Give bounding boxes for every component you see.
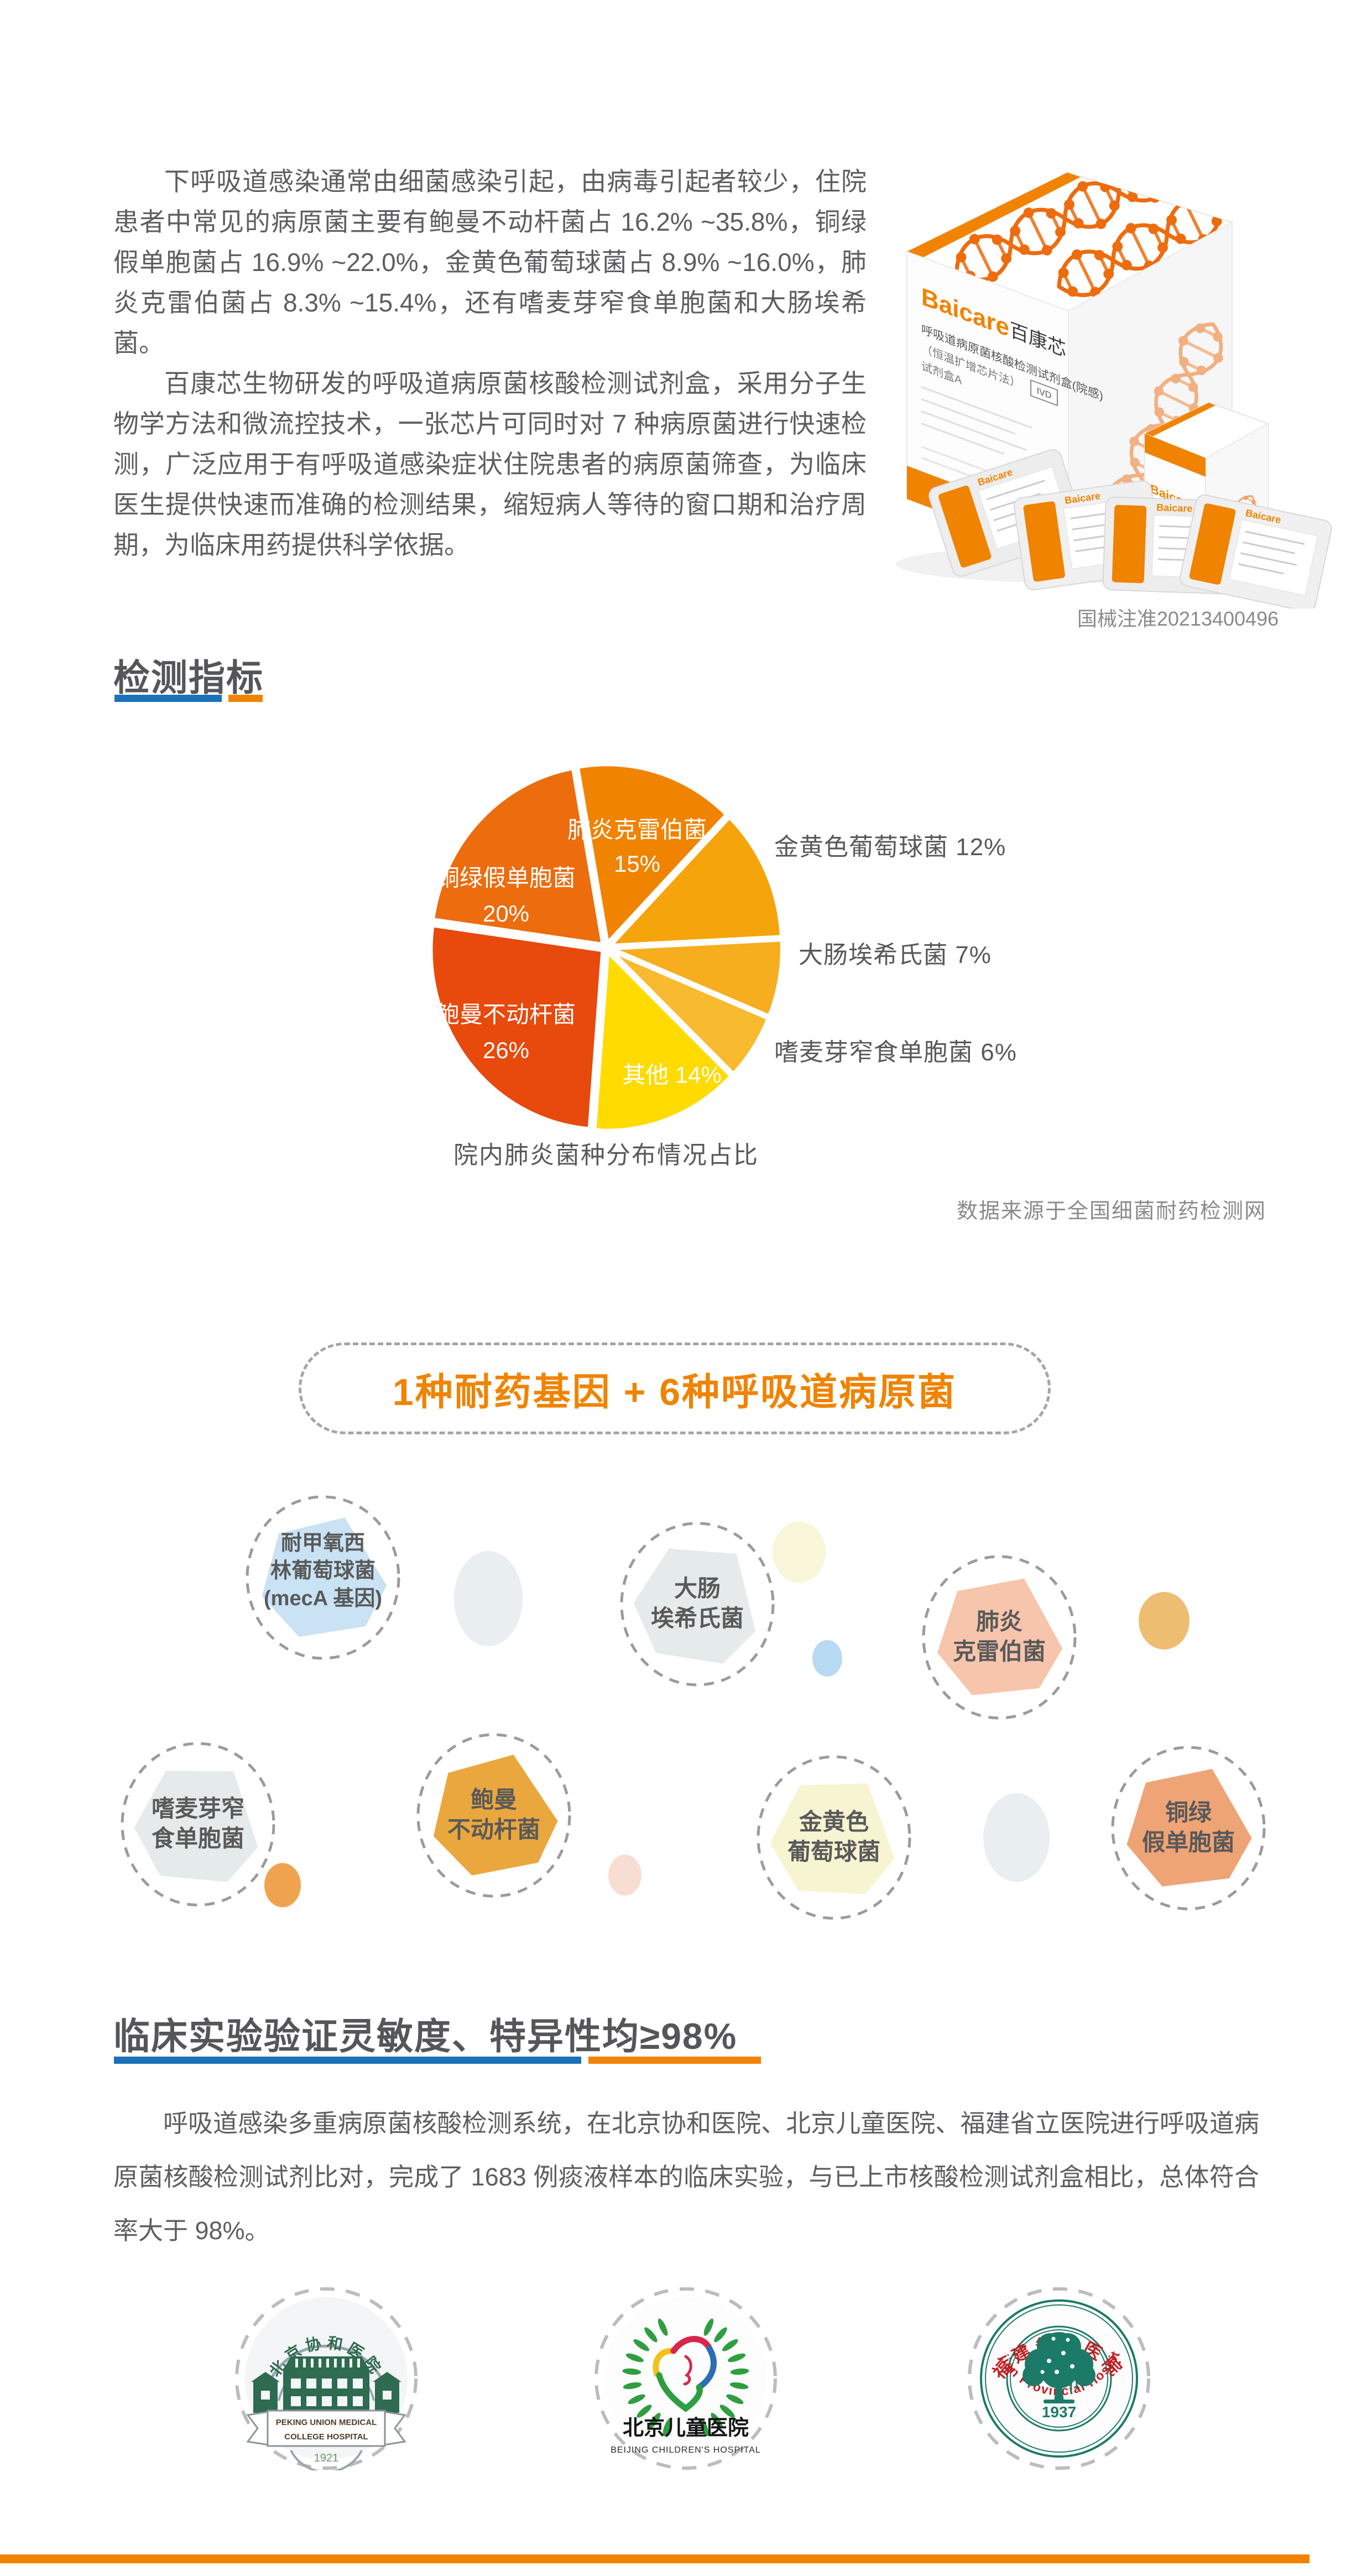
hex-label-line: 假单胞菌 bbox=[1142, 1829, 1235, 1855]
pie-label-1: 金黄色葡萄球菌 12% bbox=[774, 834, 1006, 861]
fph-year: 1937 bbox=[1042, 2403, 1076, 2421]
data-source-note: 数据来源于全国细菌耐药检测网 bbox=[956, 1200, 1266, 1223]
hex-shape bbox=[937, 1578, 1063, 1695]
pie-slice-4 bbox=[592, 949, 734, 1133]
pie-slice-0 bbox=[575, 762, 729, 946]
underline-blue-2 bbox=[114, 2057, 581, 2064]
pie-chart bbox=[428, 762, 785, 1133]
product-packshot: Baicare 百康芯 呼吸道病原菌核酸检测试剂盒(院感) （恒温扩增芯片法） … bbox=[896, 171, 1332, 608]
clinical-paragraph: 呼吸道感染多重病原菌核酸检测系统，在北京协和医院、北京儿童医院、福建省立医院进行… bbox=[113, 2109, 1259, 2245]
dashed-ellipse bbox=[922, 1555, 1077, 1720]
section-title-clinical: 临床实验验证灵敏度、特异性均≥98% bbox=[113, 2016, 738, 2057]
pie-label-4: 其他 14% bbox=[622, 1061, 722, 1088]
pie-slice-6 bbox=[430, 766, 606, 948]
hex-shape bbox=[262, 1517, 387, 1637]
dashed-ellipse bbox=[757, 1755, 911, 1920]
pathogen-hex-ecoli: 大肠埃希氏菌 bbox=[620, 1522, 775, 1687]
hex-label-line: 耐甲氧西 bbox=[281, 1532, 365, 1555]
pathogen-hex-smaltophilia: 嗜麦芽窄食单胞菌 bbox=[121, 1742, 275, 1907]
hex-label-line: 林葡萄球菌 bbox=[270, 1559, 375, 1583]
hex-label-line: 不动杆菌 bbox=[447, 1817, 540, 1843]
pie-label-0: 肺炎克雷伯菌 bbox=[567, 816, 707, 843]
hex-label-line: 葡萄球菌 bbox=[787, 1839, 880, 1865]
hex-label-line: (mecA 基因) bbox=[264, 1587, 382, 1610]
pie-label-5: 鲍曼不动杆菌 bbox=[436, 1001, 576, 1028]
dashed-ellipse bbox=[1111, 1746, 1266, 1911]
bch-en: BEIJING CHILDREN'S HOSPITAL bbox=[611, 2445, 761, 2455]
decor-dot-3 bbox=[1139, 1592, 1190, 1649]
underline-orange bbox=[228, 695, 263, 702]
hospital-logo-bch: 北京儿童医院 BEIJING CHILDREN'S HOSPITAL bbox=[594, 2287, 777, 2470]
hex-shape bbox=[633, 1548, 756, 1664]
decor-dot-1 bbox=[773, 1522, 826, 1583]
pie-label-2: 大肠埃希氏菌 7% bbox=[799, 941, 992, 969]
hex-label-line: 鲍曼 bbox=[471, 1787, 517, 1813]
pathogen-hex-saureus: 金黄色葡萄球菌 bbox=[757, 1755, 911, 1920]
pie-chart-caption: 院内肺炎菌种分布情况占比 bbox=[453, 1142, 759, 1169]
decor-dot-2 bbox=[812, 1640, 842, 1677]
hex-label-line: 大肠 bbox=[674, 1575, 721, 1601]
banner-text: 1种耐药基因 + 6种呼吸道病原菌 bbox=[392, 1371, 957, 1413]
hex-shape bbox=[770, 1783, 895, 1895]
dashed-ellipse bbox=[620, 1522, 775, 1687]
pumch-en-1: PEKING UNION MEDICAL bbox=[276, 2418, 377, 2427]
hex-label-line: 食单胞菌 bbox=[152, 1825, 244, 1851]
registration-number: 国械注准20213400496 bbox=[1077, 607, 1279, 630]
bch-cn: 北京儿童医院 bbox=[623, 2416, 749, 2440]
intro-paragraph-1: 下呼吸道感染通常由细菌感染引起，由病毒引起者较少，住院患者中常见的病原菌主要有鲍… bbox=[113, 167, 867, 357]
pie-label-3: 嗜麦芽窄食单胞菌 6% bbox=[774, 1039, 1017, 1066]
hex-label-line: 嗜麦芽窄 bbox=[152, 1796, 244, 1822]
decor-dot-6 bbox=[983, 1793, 1050, 1882]
fph-tree-icon: 1937 bbox=[1023, 2332, 1095, 2421]
footer-accent-bar bbox=[0, 2554, 1310, 2563]
decor-dot-0 bbox=[454, 1551, 523, 1646]
hex-shape bbox=[1126, 1768, 1252, 1887]
pie-slice-2 bbox=[607, 937, 785, 1019]
pumch-year: 1921 bbox=[314, 2452, 339, 2464]
pumch-en-2: COLLEGE HOSPITAL bbox=[284, 2432, 368, 2442]
kit-box-large: Baicare 百康芯 呼吸道病原菌核酸检测试剂盒(院感) （恒温扩增芯片法） … bbox=[905, 171, 1234, 561]
pie-slice-5 bbox=[428, 923, 606, 1132]
hex-label-line: 埃希氏菌 bbox=[651, 1605, 744, 1631]
pumch-building-icon bbox=[251, 2356, 401, 2413]
dashed-ellipse bbox=[416, 1733, 571, 1898]
underline-blue bbox=[114, 695, 222, 702]
underline-orange-2 bbox=[588, 2057, 761, 2064]
intro-paragraph-2: 百康芯生物研发的呼吸道病原菌核酸检测试剂盒，采用分子生物学方法和微流控技术，一张… bbox=[113, 369, 867, 559]
hex-shape bbox=[433, 1755, 558, 1876]
pathogen-hex-kpneumoniae: 肺炎克雷伯菌 bbox=[922, 1555, 1077, 1720]
hex-label-line: 克雷伯菌 bbox=[953, 1638, 1046, 1664]
bch-heart-icon bbox=[653, 2336, 717, 2412]
intro-text-block: 下呼吸道感染通常由细菌感染引起，由病毒引起者较少，住院患者中常见的病原菌主要有鲍… bbox=[113, 162, 867, 565]
decor-dot-4 bbox=[264, 1863, 301, 1907]
decor-dot-5 bbox=[608, 1855, 641, 1896]
pie-label-6: 铜绿假单胞菌 bbox=[436, 865, 576, 891]
pie-slice-3 bbox=[607, 947, 771, 1077]
bch-wreath-icon bbox=[622, 2318, 749, 2437]
hex-label-line: 铜绿 bbox=[1165, 1799, 1212, 1825]
target-banner: 1种耐药基因 + 6种呼吸道病原菌 bbox=[299, 1342, 1051, 1434]
hex-label-line: 金黄色 bbox=[799, 1809, 869, 1835]
pouch-brand: Baicare bbox=[1156, 502, 1193, 514]
hex-label-line: 肺炎 bbox=[976, 1609, 1023, 1635]
ivd-badge-frame bbox=[1030, 379, 1058, 407]
pie-label-5: 26% bbox=[482, 1037, 530, 1063]
reagent-pouches: Baicare Baicare Baicare bbox=[928, 449, 1332, 608]
dashed-ellipse bbox=[121, 1742, 275, 1907]
pathogen-hex-paeruginosa: 铜绿假单胞菌 bbox=[1111, 1746, 1266, 1911]
hospital-logo-pumch: 北京协和医院 PEKING UNION MEDICAL COLLEGE HOSP… bbox=[235, 2287, 418, 2470]
hex-shape bbox=[134, 1771, 258, 1882]
box-lid-orange-edge bbox=[907, 173, 1081, 258]
dashed-ellipse bbox=[246, 1495, 400, 1660]
pie-label-6: 20% bbox=[482, 901, 530, 927]
hospital-logo-fph: 福建省立医院 Fujian Provincial Hospital 1937 bbox=[968, 2287, 1150, 2470]
pathogen-hex-abaumannii: 鲍曼不动杆菌 bbox=[416, 1733, 571, 1898]
section-title-indicators: 检测指标 bbox=[113, 657, 264, 698]
pie-slice-1 bbox=[607, 814, 785, 949]
pie-label-0: 15% bbox=[613, 851, 661, 877]
